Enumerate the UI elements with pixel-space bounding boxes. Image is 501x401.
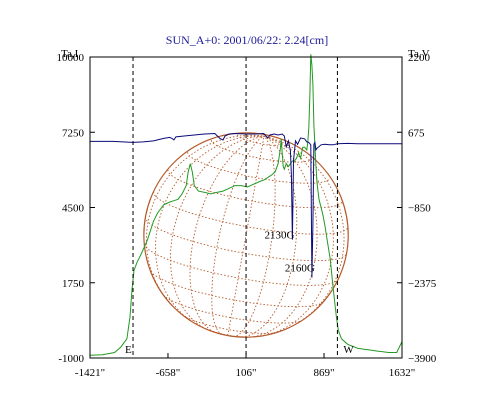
parallel-line bbox=[150, 270, 323, 308]
axes-layer bbox=[89, 56, 403, 359]
left-tick-label: 4500 bbox=[62, 203, 85, 215]
x-tick-label: -1421" bbox=[75, 367, 105, 379]
right-axis-label: Ta,V bbox=[408, 48, 430, 60]
left-tick-label: -1000 bbox=[58, 353, 84, 365]
meridian-line bbox=[238, 135, 298, 338]
left-tick-label: 1750 bbox=[62, 278, 85, 290]
stokes-v-line bbox=[90, 132, 402, 278]
parallel-line bbox=[209, 330, 247, 338]
meridian-line bbox=[211, 135, 265, 335]
left-axis-label: Ta,I bbox=[61, 48, 79, 60]
meridian-line bbox=[189, 135, 265, 334]
left-tick-label: 7250 bbox=[62, 127, 85, 139]
solar-grid bbox=[143, 132, 349, 338]
annotation-label: 2160G bbox=[285, 263, 315, 275]
chart-title: SUN_A+0: 2001/06/22: 2.24[cm] bbox=[166, 33, 328, 47]
parallel-line bbox=[167, 169, 343, 209]
marker-label-e: E bbox=[125, 344, 132, 356]
meridian-line bbox=[259, 135, 334, 337]
meridian-line bbox=[155, 135, 265, 326]
x-tick-label: 869" bbox=[314, 367, 335, 379]
right-tick-label: −850 bbox=[408, 203, 431, 215]
x-tick-label: -658" bbox=[156, 367, 181, 379]
parallel-line bbox=[236, 134, 290, 147]
right-tick-label: 2200 bbox=[408, 52, 431, 64]
annotation-label: 2130G bbox=[264, 230, 294, 242]
meridian-line bbox=[227, 136, 265, 336]
x-tick-label: 1632" bbox=[389, 367, 416, 379]
parallel-line bbox=[143, 243, 339, 286]
parallel-line bbox=[153, 191, 349, 235]
right-tick-label: −3900 bbox=[408, 353, 437, 365]
right-tick-label: −2375 bbox=[408, 278, 437, 290]
parallel-line bbox=[210, 140, 313, 163]
left-tick-label: 10000 bbox=[57, 52, 85, 64]
meridian-line bbox=[233, 135, 276, 337]
parallel-line bbox=[182, 315, 277, 334]
text-layer: E W 10000 7250 4500 1750 -1000 2200 675 −850 −2375… bbox=[57, 52, 437, 379]
x-tick-label: 106" bbox=[236, 367, 257, 379]
parallel-line bbox=[162, 294, 303, 324]
meridian-line bbox=[170, 135, 265, 331]
series-layer bbox=[89, 54, 403, 356]
marker-label-w: W bbox=[343, 344, 354, 356]
intensity-i-line bbox=[89, 54, 403, 356]
right-tick-label: 675 bbox=[408, 127, 425, 139]
